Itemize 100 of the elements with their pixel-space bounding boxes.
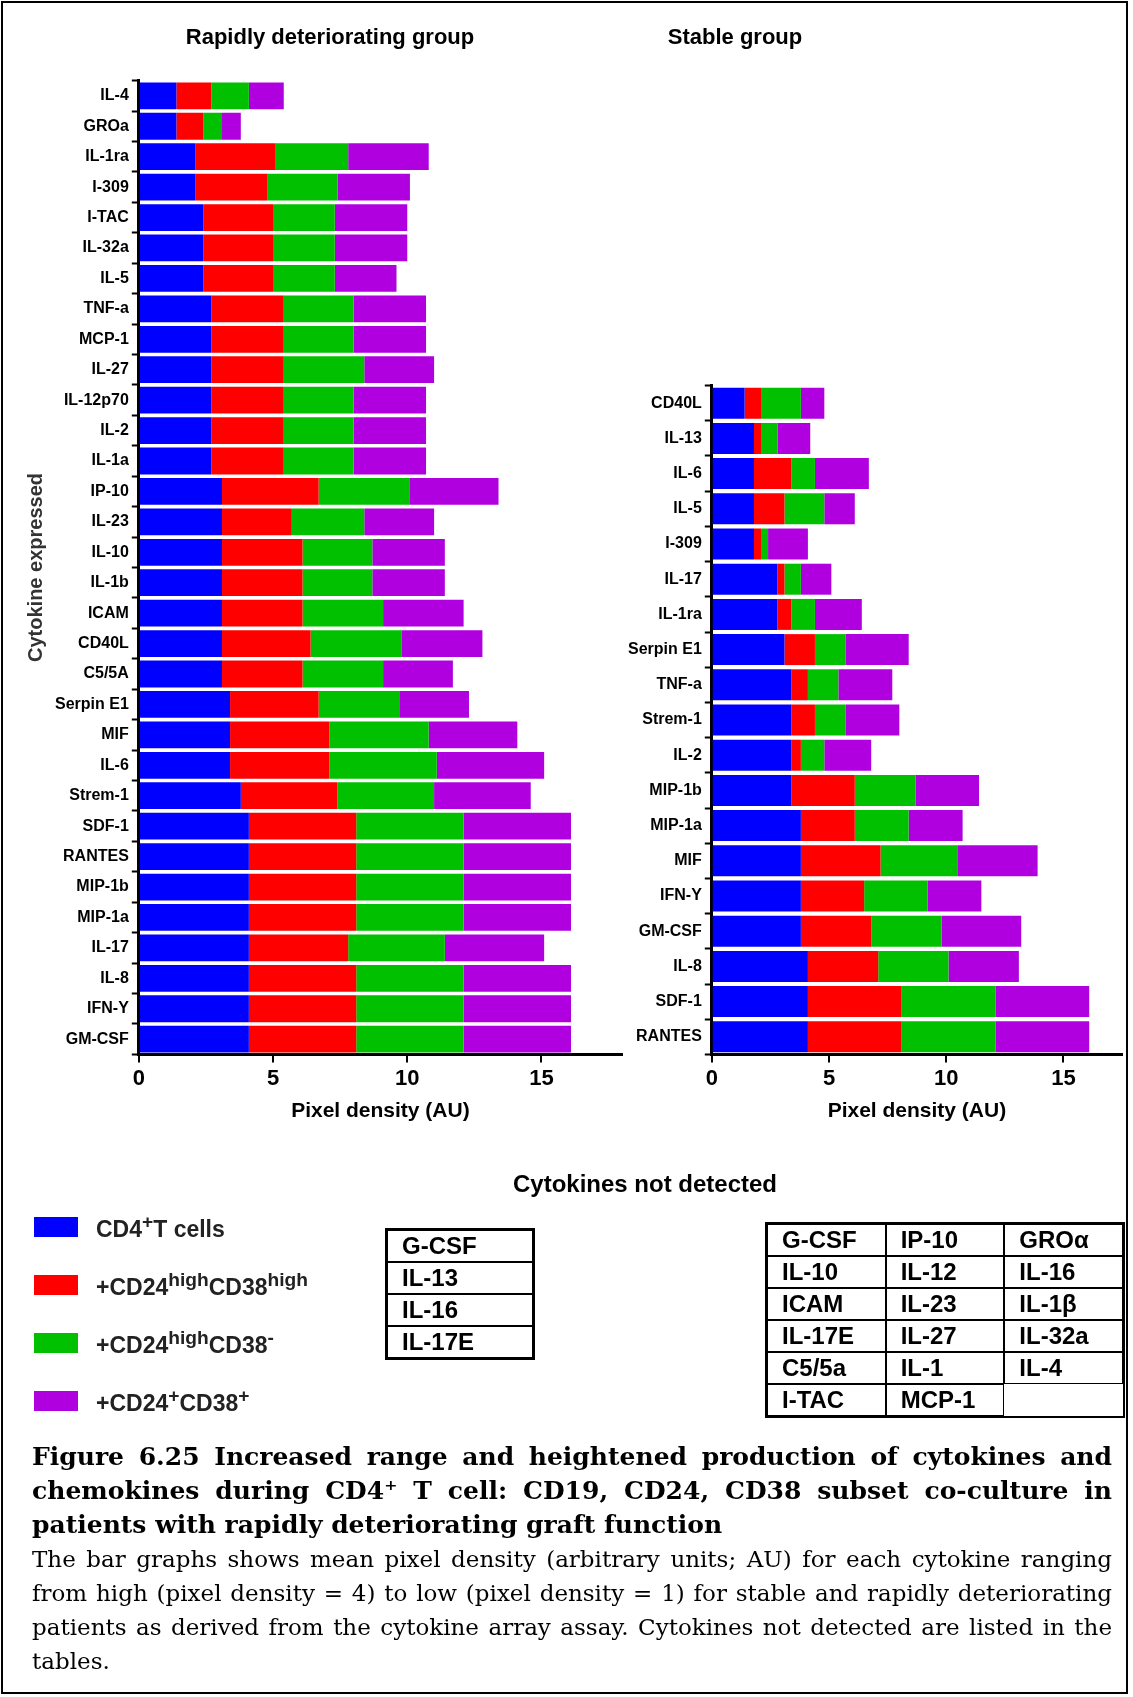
bar — [348, 934, 445, 962]
bar — [463, 812, 571, 840]
bar — [222, 630, 311, 657]
y-tick-label: RANTES — [63, 847, 130, 864]
bar — [139, 478, 223, 505]
bar — [383, 660, 453, 688]
text: I-TAC — [767, 1384, 886, 1416]
bar — [302, 599, 384, 627]
y-tick-label: IL-8 — [100, 968, 129, 986]
bar — [139, 1025, 249, 1053]
bar — [329, 721, 429, 749]
y-tick-label: Strem-1 — [69, 786, 129, 804]
bar — [139, 204, 204, 231]
text: G-CSF — [387, 1230, 533, 1262]
y-tick-label: GM-CSF — [65, 1029, 130, 1047]
bar — [248, 964, 357, 992]
y-tick-label: IL-27 — [91, 360, 129, 378]
bar — [302, 660, 384, 688]
bar — [791, 669, 808, 701]
bar — [139, 630, 223, 657]
bar — [463, 904, 571, 931]
bar — [139, 112, 177, 140]
bar — [845, 704, 900, 736]
y-tick-label: IL-4 — [100, 86, 129, 104]
bar — [211, 325, 284, 353]
bar — [807, 950, 879, 982]
bar — [364, 356, 435, 384]
y-tick-label: CD40L — [78, 633, 130, 651]
y-tick-label: RANTES — [636, 1027, 703, 1045]
y-tick-label: IL-1a — [91, 451, 129, 469]
y-tick-label: IL-5 — [100, 268, 129, 286]
y-tick-label: Serpin E1 — [627, 640, 702, 658]
bar — [777, 598, 792, 630]
bar — [248, 995, 357, 1023]
text: Cytokines not detected — [511, 1170, 778, 1198]
bar — [754, 422, 762, 454]
bar — [211, 356, 284, 384]
bar — [248, 873, 357, 901]
chart-title: Stable group — [666, 24, 804, 50]
bar — [139, 447, 212, 475]
bar — [463, 995, 571, 1023]
bar — [436, 751, 545, 779]
bar — [283, 356, 365, 384]
bar — [915, 774, 980, 806]
y-tick-label: SDF-1 — [655, 992, 702, 1010]
bar — [353, 295, 427, 323]
bar — [240, 782, 338, 810]
bar — [329, 751, 437, 779]
bar — [791, 458, 815, 490]
bar — [791, 774, 855, 806]
bar — [777, 422, 811, 454]
bar — [800, 387, 825, 419]
bar — [222, 112, 241, 140]
bar — [203, 112, 223, 140]
bar — [814, 458, 869, 490]
bar — [854, 774, 916, 806]
bar — [356, 873, 464, 901]
bar — [712, 528, 754, 560]
bar — [222, 599, 303, 627]
bar — [230, 691, 319, 718]
y-tick-label: IL-17 — [91, 938, 129, 956]
bar — [222, 569, 303, 597]
y-tick-label: I-TAC — [87, 207, 130, 225]
bar — [139, 843, 249, 870]
bar — [712, 915, 801, 947]
bar — [948, 950, 1019, 982]
bar — [230, 721, 330, 749]
caption: Figure 6.25 Increased range and heightened production of cytokines and chemokines during CD4⁺ T cell: CD19, CD24, CD38 subset co-culture in patients with rapidly deteriorating graft function — [32, 1441, 1112, 1541]
bar — [409, 478, 499, 505]
x-axis-title: Pixel density (AU) — [291, 1098, 470, 1122]
bar — [222, 660, 303, 688]
text: IL-12 — [885, 1256, 1005, 1288]
bar — [139, 325, 212, 353]
bar — [334, 234, 408, 262]
bar — [211, 295, 284, 323]
bar — [291, 508, 365, 536]
y-axis-title: Cytokine expressed — [23, 473, 46, 662]
text: GROα — [1004, 1224, 1123, 1256]
bar — [139, 173, 196, 201]
y-tick-label: CD40L — [651, 393, 703, 411]
y-tick-label: IL-17 — [664, 569, 702, 587]
y-tick-label: IFN-Y — [87, 999, 130, 1017]
bar — [139, 721, 231, 749]
y-tick-label: IL-10 — [91, 542, 129, 560]
y-tick-label: IP-10 — [90, 481, 129, 499]
bar — [139, 356, 212, 384]
x-tick-label: 5 — [266, 1064, 280, 1090]
y-tick-label: IL-12p70 — [63, 390, 129, 408]
bar — [139, 417, 212, 444]
text: MCP-1 — [885, 1384, 1005, 1416]
bar — [463, 843, 571, 870]
bar — [712, 458, 754, 490]
bar — [283, 386, 354, 414]
bar — [941, 915, 1022, 947]
bar — [814, 634, 846, 666]
bar — [712, 1021, 808, 1053]
bar — [139, 386, 212, 414]
bar — [337, 782, 435, 810]
text: IL-23 — [885, 1288, 1005, 1320]
y-tick-label: IL-2 — [100, 420, 129, 438]
